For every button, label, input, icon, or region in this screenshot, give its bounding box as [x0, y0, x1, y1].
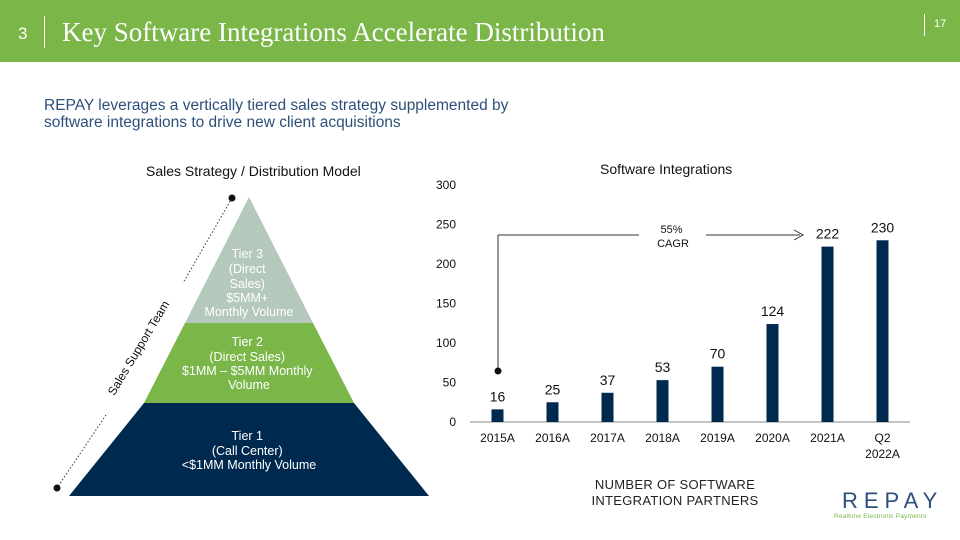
cagr-annotation: 55% CAGR: [494, 224, 805, 375]
data-label: 16: [490, 388, 506, 404]
x-tick-label: 2018A: [645, 431, 680, 445]
bar: [876, 240, 889, 422]
bar: [546, 402, 559, 422]
tier-1-line: Tier 1: [232, 429, 264, 443]
cagr-label: 55% CAGR: [657, 224, 689, 250]
pyramid-tier-2: [144, 323, 354, 403]
data-label: 124: [761, 303, 785, 319]
y-tick-label: 0: [449, 415, 456, 429]
tier-2-line: Tier 2: [232, 335, 264, 349]
x-tick-line: 2017A: [590, 431, 625, 445]
tier-3-line: Tier 3: [232, 247, 264, 261]
y-tick-label: 100: [436, 336, 456, 350]
sales-support-dotted-line-upper: [182, 197, 233, 284]
x-tick-label: 2019A: [700, 431, 735, 445]
x-tick-label: Q2 2022A: [865, 431, 900, 461]
y-tick-label: 300: [436, 178, 456, 192]
tier-2-line: $1MM – $5MM Monthly: [182, 364, 313, 378]
subtitle-line-2: software integrations to drive new clien…: [44, 114, 401, 131]
x-tick-line: 2015A: [480, 431, 515, 445]
logo-wordmark: REPAY: [842, 488, 944, 513]
tier-2-label: Tier 2 (Direct Sales) $1MM – $5MM Monthl…: [182, 335, 316, 392]
x-tick-label: 2015A: [480, 431, 515, 445]
page-number-divider: [924, 14, 925, 36]
x-tick-label: 2017A: [590, 431, 625, 445]
tier-3-label: Tier 3 (Direct Sales) $5MM+ Monthly Volu…: [205, 247, 294, 319]
header-bar: 3 Key Software Integrations Accelerate D…: [0, 0, 960, 62]
tier-2-line: (Direct Sales): [209, 350, 285, 364]
tier-3-line: Monthly Volume: [205, 305, 294, 319]
x-tick-label: 2021A: [810, 431, 845, 445]
slide-number: 3: [18, 24, 28, 43]
sales-support-endpoint-bottom: [53, 484, 61, 492]
cagr-line: 55%: [660, 224, 682, 236]
x-tick-line: 2018A: [645, 431, 680, 445]
tier-1-line: (Call Center): [212, 444, 283, 458]
footnote-line-2: INTEGRATION PARTNERS: [591, 493, 759, 508]
chart-title: Software Integrations: [600, 161, 733, 177]
subtitle-line-1: REPAY leverages a vertically tiered sale…: [44, 97, 509, 114]
tier-3-line: (Direct: [229, 262, 266, 276]
sales-support-endpoint-top: [228, 194, 236, 202]
y-tick-label: 50: [443, 376, 457, 390]
bar: [656, 380, 669, 422]
y-tick-label: 200: [436, 257, 456, 271]
page-number: 17: [934, 18, 947, 30]
bar: [491, 409, 504, 422]
footnote-line-1: NUMBER OF SOFTWARE: [594, 477, 756, 492]
x-tick-line: 2019A: [700, 431, 735, 445]
tier-1-label: Tier 1 (Call Center) <$1MM Monthly Volum…: [182, 429, 316, 472]
data-label: 70: [710, 346, 726, 362]
pyramid-title: Sales Strategy / Distribution Model: [146, 163, 361, 179]
subtitle: REPAY leverages a vertically tiered sale…: [44, 97, 644, 131]
pyramid-tier-1: [69, 403, 429, 496]
data-label: 25: [545, 381, 561, 397]
logo-tagline: Realtime Electronic Payments: [834, 513, 927, 520]
x-tick-line: 2021A: [810, 431, 845, 445]
tier-3-line: Sales): [230, 277, 265, 291]
x-tick-line: Q2: [874, 431, 890, 445]
x-tick-line: 2022A: [865, 447, 900, 461]
data-label: 222: [816, 226, 840, 242]
x-tick-label: 2020A: [755, 431, 790, 445]
sales-support-dotted-line-lower: [56, 414, 107, 489]
x-tick-label: 2016A: [535, 431, 570, 445]
bar: [711, 366, 724, 422]
x-tick-line: 2020A: [755, 431, 790, 445]
tier-2-line: Volume: [228, 378, 270, 392]
cagr-start-dot: [494, 367, 502, 375]
page-title: Key Software Integrations Accelerate Dis…: [62, 17, 605, 47]
repay-logo: REPAY Realtime Electronic Payments: [834, 488, 948, 524]
x-tick-line: 2016A: [535, 431, 570, 445]
tier-3-line: $5MM+: [226, 291, 268, 305]
y-tick-label: 250: [436, 218, 456, 232]
cagr-arrowhead: [793, 229, 805, 241]
data-label: 53: [655, 359, 671, 375]
cagr-line: CAGR: [657, 238, 689, 250]
pyramid-tier-3: [185, 197, 313, 323]
bar: [601, 392, 614, 422]
data-label: 230: [871, 219, 895, 235]
bar: [821, 246, 834, 422]
y-tick-label: 150: [436, 297, 456, 311]
header-divider: [44, 16, 45, 48]
chart-footnote: NUMBER OF SOFTWARE INTEGRATION PARTNERS: [560, 477, 790, 509]
tier-1-line: <$1MM Monthly Volume: [182, 458, 316, 472]
data-label: 37: [600, 372, 616, 388]
bar: [766, 324, 779, 422]
